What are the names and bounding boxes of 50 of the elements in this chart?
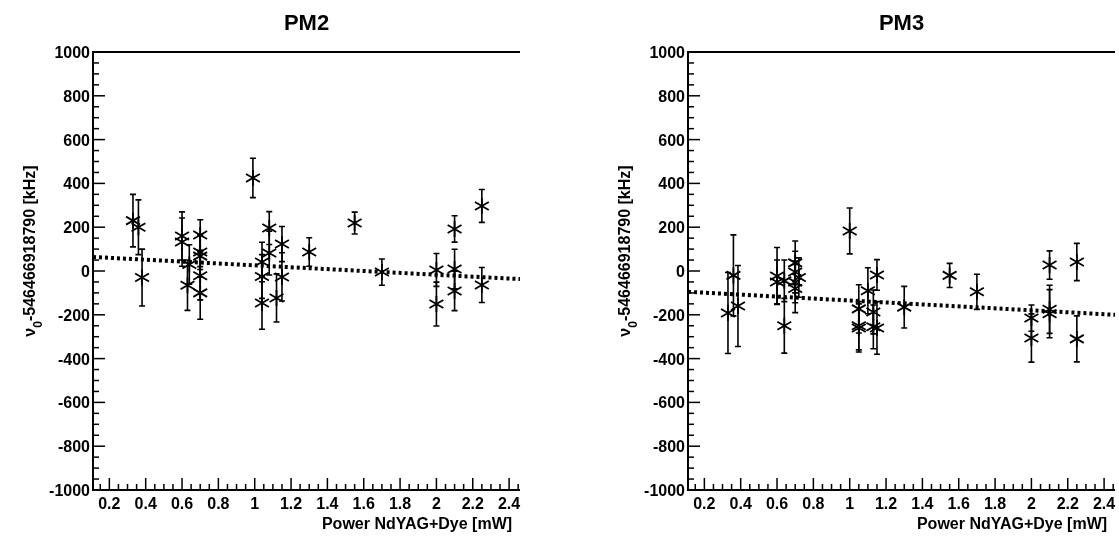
x-tick-label: 0.4	[729, 495, 752, 512]
x-tick-label: 1.6	[947, 495, 970, 512]
y-tick-label: 600	[63, 131, 91, 149]
y-tick-label: 0	[676, 263, 686, 280]
x-axis-title: Power NdYAG+Dye [mW]	[916, 515, 1108, 532]
x-tick-label: 1.8	[388, 495, 412, 512]
y-tick-label: -1000	[644, 482, 686, 499]
x-tick-label: 1.8	[983, 495, 1007, 512]
y-tick-label: 800	[658, 87, 686, 105]
y-tick-label: -200	[652, 306, 686, 324]
x-tick-label: 2	[1026, 495, 1036, 512]
chart-title: PM3	[878, 10, 925, 35]
x-tick-label: 1	[250, 495, 260, 512]
y-tick-label: -200	[57, 306, 91, 324]
y-tick-label: -400	[57, 350, 91, 368]
y-tick-label: -800	[652, 438, 686, 456]
x-tick-label: 1.2	[874, 495, 898, 512]
y-tick-label: 400	[658, 175, 686, 193]
y-tick-label: 400	[63, 175, 91, 193]
x-tick-label: 0.6	[170, 495, 194, 512]
x-tick-label: 0.6	[765, 495, 789, 512]
x-tick-label: 2.2	[461, 495, 484, 512]
y-tick-label: -800	[57, 438, 91, 456]
x-tick-label: 1	[845, 495, 855, 512]
y-tick-label: 800	[63, 87, 91, 105]
x-tick-label: 0.8	[802, 495, 825, 512]
x-axis-title: Power NdYAG+Dye [mW]	[321, 515, 513, 532]
x-tick-label: 0.2	[693, 495, 716, 512]
x-tick-label: 1.4	[316, 495, 339, 512]
chart-title: PM2	[283, 10, 330, 35]
x-tick-label: 2	[431, 495, 441, 512]
x-tick-label: 2.2	[1056, 495, 1079, 512]
x-tick-label: 1.4	[911, 495, 934, 512]
y-tick-label: 1000	[54, 44, 91, 61]
y-tick-label: 200	[63, 219, 91, 237]
y-tick-label: 1000	[649, 44, 686, 61]
y-tick-label: -600	[652, 394, 686, 412]
x-tick-label: 1.6	[352, 495, 375, 512]
x-tick-label: 2.4	[497, 495, 521, 512]
x-tick-label: 2.4	[1092, 495, 1116, 512]
y-tick-label: -600	[57, 394, 91, 412]
y-tick-label: 0	[81, 263, 91, 280]
x-tick-label: 0.2	[98, 495, 121, 512]
y-tick-label: 600	[658, 131, 686, 149]
x-tick-label: 1.2	[279, 495, 303, 512]
y-tick-label: -400	[652, 350, 686, 368]
x-tick-label: 0.4	[134, 495, 157, 512]
y-tick-label: 200	[658, 219, 686, 237]
y-tick-label: -1000	[49, 482, 91, 499]
x-tick-label: 0.8	[207, 495, 230, 512]
